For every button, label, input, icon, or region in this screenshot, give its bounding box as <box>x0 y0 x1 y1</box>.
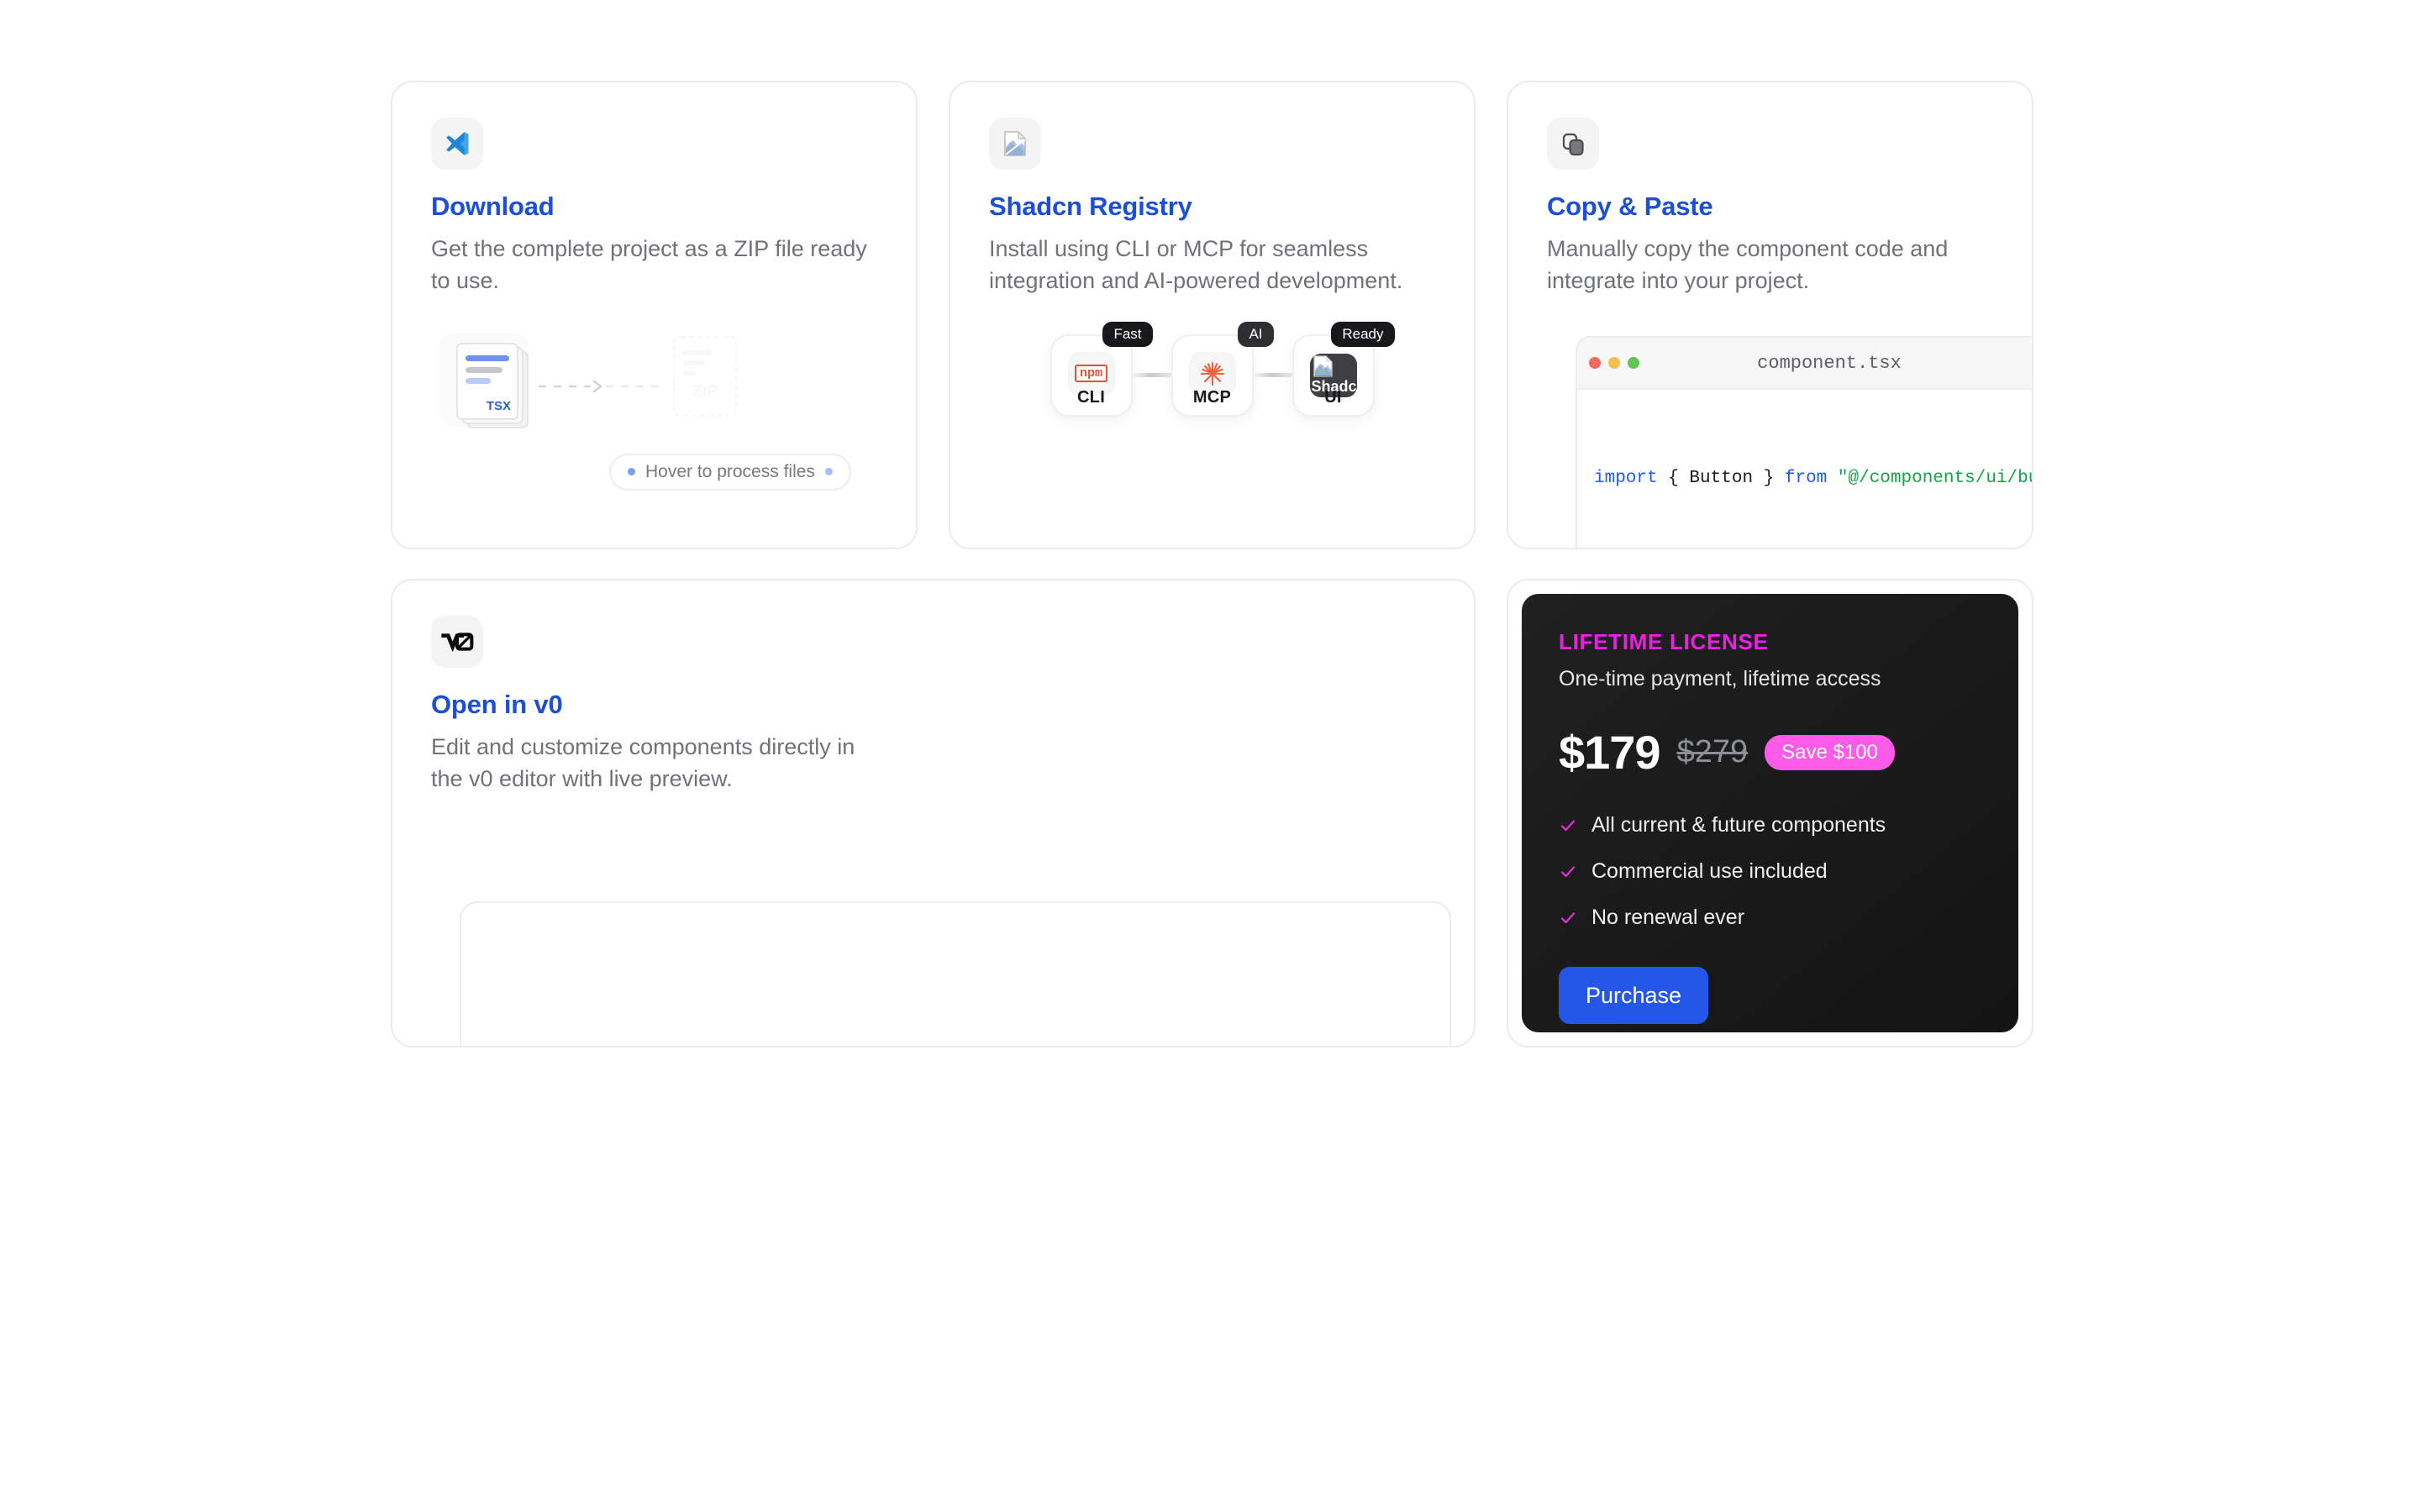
save-badge: Save $100 <box>1765 734 1895 770</box>
hover-pill-label: Hover to process files <box>645 461 815 481</box>
card-registry-title: Shadcn Registry <box>989 192 1192 221</box>
node-cli[interactable]: Fast npm CLI <box>1050 321 1153 417</box>
hover-to-process-pill[interactable]: Hover to process files <box>609 453 851 491</box>
zip-line-2 <box>683 360 705 365</box>
license-feature-label: Commercial use included <box>1591 859 1828 883</box>
broken-image-icon <box>989 118 1041 170</box>
check-icon <box>1559 816 1577 835</box>
price-current: $179 <box>1559 726 1661 779</box>
document-front: TSX <box>456 342 518 420</box>
v0-logo-icon <box>431 616 483 668</box>
card-registry-content: Shadcn Registry Install using CLI or MCP… <box>950 82 1474 502</box>
node-mcp[interactable]: AI <box>1171 321 1274 417</box>
asterisk-sparkle-icon <box>1188 351 1236 396</box>
node-mcp-badge: AI <box>1238 321 1274 347</box>
document-line-1 <box>466 354 509 361</box>
node-ui-badge: Ready <box>1331 321 1395 347</box>
card-copy-title: Copy & Paste <box>1547 192 1713 221</box>
connector-mcp-ui <box>1253 372 1292 377</box>
connector-cli-mcp <box>1132 372 1171 377</box>
license-feature-list: All current & future components Commerci… <box>1559 813 1981 930</box>
price-row: $179 $279 Save $100 <box>1559 725 1981 780</box>
shadcn-thumb-text: Shadcn <box>1311 377 1357 395</box>
license-feature-item: All current & future components <box>1559 813 1981 837</box>
zip-line-1 <box>683 349 712 355</box>
card-download[interactable]: Download Get the complete project as a Z… <box>391 81 918 549</box>
dashed-arrow-icon <box>539 380 665 392</box>
vscode-icon <box>431 118 483 170</box>
node-ui[interactable]: Ready Shadcn UI <box>1292 321 1395 417</box>
license-kicker: LIFETIME LICENSE <box>1559 629 1769 654</box>
check-icon <box>1559 863 1577 881</box>
shadcn-thumbnail-icon: Shadcn <box>1309 353 1357 397</box>
card-download-content: Download Get the complete project as a Z… <box>392 82 916 514</box>
download-animation-stage: TSX ZIP <box>431 329 877 514</box>
v0-preview-panel[interactable] <box>460 901 1451 1046</box>
card-v0-content: Open in v0 Edit and customize components… <box>392 580 1474 795</box>
copy-icon <box>1547 118 1599 170</box>
zip-line-3 <box>683 370 695 375</box>
node-cli-badge: Fast <box>1102 321 1153 347</box>
card-copy-paste[interactable]: Copy & Paste Manually copy the component… <box>1507 81 2033 549</box>
traffic-lights <box>1589 357 1639 369</box>
pill-dot-right-icon <box>824 468 833 476</box>
card-download-title: Download <box>431 192 555 221</box>
feature-card-grid: Download Get the complete project as a Z… <box>391 81 2059 1047</box>
license-feature-item: No renewal ever <box>1559 906 1981 930</box>
node-ui-label: UI <box>1324 387 1342 407</box>
purchase-button[interactable]: Purchase <box>1559 967 1709 1024</box>
license-feature-label: No renewal ever <box>1591 906 1745 929</box>
node-mcp-label: MCP <box>1192 387 1232 407</box>
license-subtitle: One-time payment, lifetime access <box>1559 667 1881 690</box>
card-lifetime-license[interactable]: LIFETIME LICENSE One-time payment, lifet… <box>1507 579 2033 1047</box>
code-window-titlebar: component.tsx <box>1577 338 2032 390</box>
document-line-2 <box>466 366 502 373</box>
license-feature-item: Commercial use included <box>1559 859 1981 884</box>
code-filename: component.tsx <box>1757 352 1902 374</box>
card-copy-content: Copy & Paste Manually copy the component… <box>1508 82 2032 297</box>
card-copy-description: Manually copy the component code and int… <box>1547 236 1949 294</box>
card-open-in-v0[interactable]: Open in v0 Edit and customize components… <box>391 579 1476 1047</box>
npm-logo-icon: npm <box>1067 351 1115 396</box>
check-icon <box>1559 909 1577 927</box>
code-window: component.tsx import { Button } from "@/… <box>1576 336 2032 548</box>
zip-extension-label: ZIP <box>692 382 718 401</box>
card-download-description: Get the complete project as a ZIP file r… <box>431 236 867 294</box>
registry-flow-diagram: Fast npm CLI AI <box>989 321 1435 502</box>
node-cli-label: CLI <box>1076 387 1106 407</box>
license-feature-label: All current & future components <box>1591 813 1886 837</box>
card-v0-title: Open in v0 <box>431 690 563 719</box>
price-original: $279 <box>1676 734 1749 769</box>
close-light-icon[interactable] <box>1589 357 1601 369</box>
pill-dot-left-icon <box>628 468 635 476</box>
file-extension-label: TSX <box>486 398 511 413</box>
license-panel: LIFETIME LICENSE One-time payment, lifet… <box>1522 594 2018 1032</box>
card-shadcn-registry[interactable]: Shadcn Registry Install using CLI or MCP… <box>949 81 1476 549</box>
card-registry-description: Install using CLI or MCP for seamless in… <box>989 236 1403 294</box>
code-line: import { Button } from "@/components/ui/… <box>1594 469 2032 488</box>
card-v0-description: Edit and customize components directly i… <box>431 734 855 792</box>
document-line-3 <box>466 377 491 384</box>
code-content: import { Button } from "@/components/ui/… <box>1577 390 2032 548</box>
maximize-light-icon[interactable] <box>1628 357 1639 369</box>
zip-target-placeholder: ZIP <box>673 335 737 417</box>
minimize-light-icon[interactable] <box>1608 357 1620 369</box>
